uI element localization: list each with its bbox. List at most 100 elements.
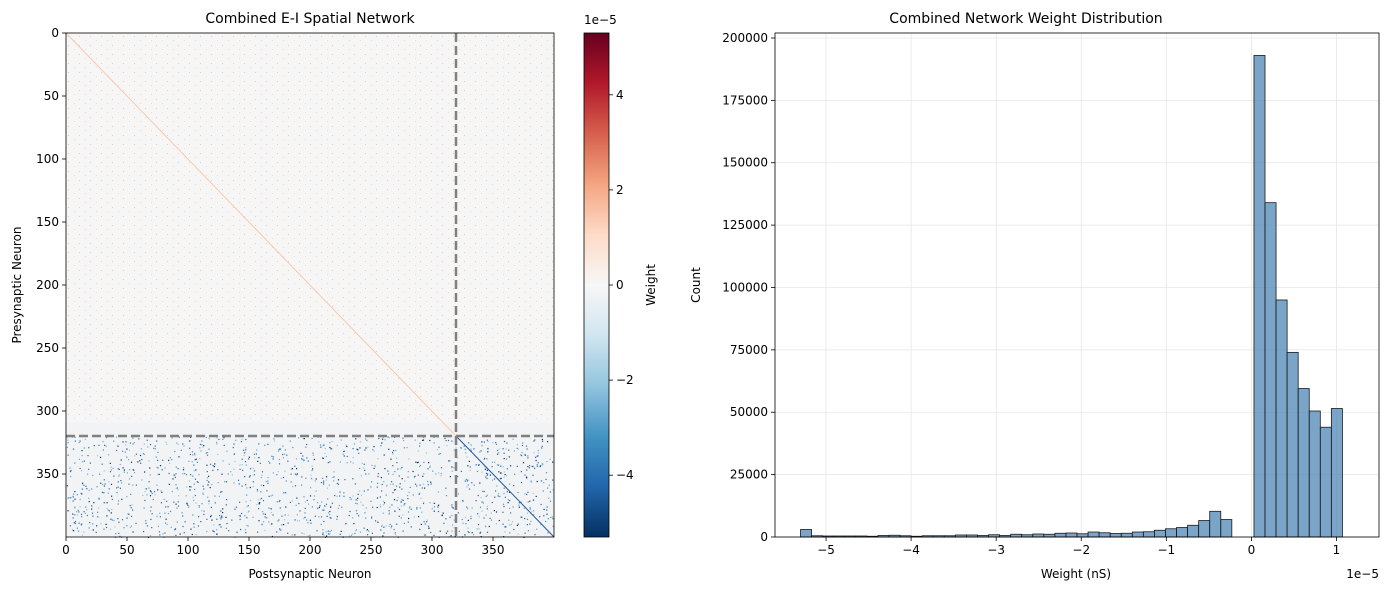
inhibitory-connection [510,465,512,467]
inhibitory-connection [157,467,159,469]
inhibitory-connection [306,443,308,446]
inhibitory-connection [465,478,467,480]
inhibitory-connection [383,532,385,534]
inhibitory-connection [381,524,383,526]
inhibitory-connection [190,436,192,438]
inhibitory-connection [473,534,475,536]
inhibitory-connection [363,463,365,465]
inhibitory-connection [259,502,261,504]
inhibitory-connection [457,493,460,495]
inhibitory-connection [509,532,511,534]
inhibitory-connection [164,512,166,514]
histogram-y-tick: 25000 [730,468,775,482]
inhibitory-connection [190,486,192,488]
inhibitory-connection [402,437,404,439]
inhibitory-connection [422,483,425,485]
inhibitory-connection [175,503,177,505]
inhibitory-connection [330,529,333,531]
inhibitory-connection [415,461,417,463]
inhibitory-connection [390,458,392,460]
inhibitory-connection [91,508,93,510]
inhibitory-connection [323,520,325,523]
inhibitory-connection [210,516,212,518]
inhibitory-connection [259,462,261,464]
inhibitory-connection [183,445,185,447]
inhibitory-connection [203,510,205,512]
inhibitory-connection [135,522,137,524]
inhibitory-connection [239,518,241,521]
inhibitory-connection [294,519,296,521]
inhibitory-connection [245,484,247,486]
inhibitory-connection [130,493,132,495]
inhibitory-connection [336,444,338,447]
inhibitory-connection [247,511,249,513]
inhibitory-connection [184,473,186,475]
inhibitory-connection [485,476,487,478]
inhibitory-connection [166,500,168,502]
inhibitory-connection [191,451,193,453]
inhibitory-connection [505,526,507,528]
inhibitory-connection [327,533,329,535]
inhibitory-connection [216,533,218,535]
histogram-y-ticks: 0250005000075000100000125000150000175000… [722,31,775,544]
inhibitory-connection [128,513,130,515]
inhibitory-connection [422,439,424,441]
inhibitory-connection [110,483,113,485]
inhibitory-connection [260,497,263,500]
inhibitory-connection [96,486,98,488]
inhibitory-connection [473,484,475,486]
inhibitory-connection [148,487,150,489]
inhibitory-connection [508,449,510,451]
inhibitory-connection [97,507,100,509]
inhibitory-connection [542,490,544,492]
inhibitory-connection [495,511,498,513]
inhibitory-connection [269,462,271,464]
inhibitory-connection [506,475,508,477]
inhibitory-connection [228,530,230,532]
histogram-x-tick-label: −4 [902,543,920,557]
inhibitory-connection [290,473,292,475]
histogram-bar [1209,510,1222,538]
inhibitory-connection [301,532,303,534]
inhibitory-connection [424,487,426,489]
inhibitory-connection [481,510,483,512]
inhibitory-connection [429,502,431,504]
histogram-title: Combined Network Weight Distribution [889,11,1162,27]
histogram-bar [1286,351,1299,538]
inhibitory-connection [149,474,151,476]
inhibitory-connection [233,482,235,484]
inhibitory-connection [105,523,107,525]
inhibitory-connection [388,473,390,475]
inhibitory-connection [310,522,312,524]
inhibitory-connection [311,465,313,467]
inhibitory-connection [151,527,153,529]
inhibitory-connection [486,531,489,533]
inhibitory-connection [537,449,539,452]
inhibitory-connection [104,444,106,446]
inhibitory-connection [451,470,453,472]
inhibitory-connection [506,468,508,470]
inhibitory-connection [219,515,221,517]
inhibitory-connection [450,535,452,537]
inhibitory-connection [258,503,260,505]
inhibitory-connection [445,487,447,489]
inhibitory-connection [268,495,270,497]
inhibitory-connection [168,472,170,475]
inhibitory-connection [477,524,480,526]
inhibitory-connection [79,506,81,508]
inhibitory-connection [249,486,251,489]
inhibitory-connection [205,436,207,438]
inhibitory-connection [254,469,256,472]
inhibitory-connection [489,517,491,519]
inhibitory-connection [331,502,333,504]
inhibitory-connection [270,511,272,514]
inhibitory-connection [433,506,435,508]
inhibitory-connection [393,450,395,452]
inhibitory-connection [282,445,284,447]
inhibitory-connection [224,481,226,483]
inhibitory-connection [67,439,69,441]
inhibitory-connection [78,442,80,444]
inhibitory-connection [141,479,143,481]
inhibitory-connection [74,506,76,508]
inhibitory-connection [296,473,298,475]
